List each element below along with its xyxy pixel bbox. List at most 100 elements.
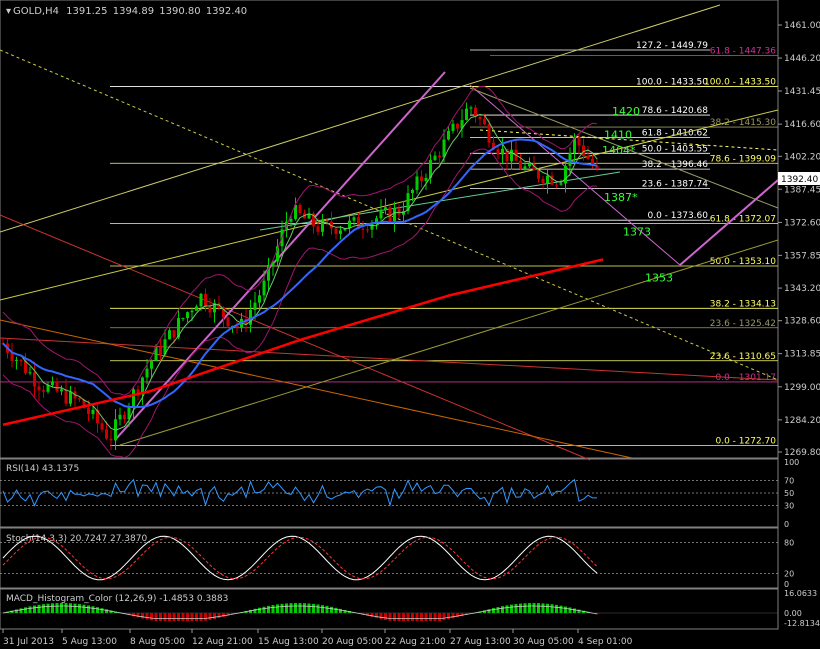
candle-body — [523, 166, 527, 169]
fib-level-label: 61.8 - 1372.07 — [710, 215, 776, 225]
macd-bar — [186, 613, 189, 621]
candle-body — [339, 230, 342, 234]
time-tick-label: 15 Aug 13:00 — [258, 637, 319, 647]
candle-body — [204, 293, 207, 307]
candle-body — [159, 347, 162, 355]
macd-bar — [528, 603, 531, 613]
rsi-axis-label: 30 — [784, 501, 794, 510]
macd-bar — [181, 613, 185, 621]
candle-body — [118, 414, 122, 420]
macd-bar — [33, 605, 36, 613]
candle-body — [528, 164, 531, 167]
fib-level-label: 38.2 - 1334.13 — [710, 299, 776, 309]
macd-bar — [10, 610, 14, 613]
candle-body — [100, 423, 104, 430]
candle-body — [262, 280, 266, 296]
candle-body — [145, 368, 149, 378]
candle-body — [127, 407, 131, 420]
macd-bar — [78, 604, 81, 613]
trend-line — [0, 214, 591, 461]
candle-body — [46, 385, 50, 392]
candle-body — [352, 217, 356, 221]
candle-body — [424, 177, 428, 181]
macd-bar — [483, 610, 486, 613]
macd-bar — [456, 613, 459, 618]
macd-bar — [393, 613, 396, 621]
macd-bar — [100, 608, 104, 613]
candle-body — [420, 176, 423, 181]
candle-body — [42, 390, 45, 392]
macd-bar — [150, 613, 153, 621]
candle-body — [294, 204, 297, 219]
candle-body — [154, 347, 158, 361]
macd-bar — [532, 603, 536, 613]
time-tick-label: 20 Aug 05:00 — [322, 637, 383, 647]
macd-bar — [96, 607, 99, 613]
macd-bar — [568, 607, 572, 613]
candle-body — [573, 137, 576, 154]
candle-body — [186, 312, 189, 319]
macd-bar — [276, 604, 279, 613]
price-tick-label: 1343.20 — [784, 284, 820, 294]
price-tick-label: 1269.80 — [784, 448, 820, 458]
macd-bar — [64, 603, 68, 613]
fib-level-label: 50.0 - 1353.10 — [710, 257, 776, 267]
candle-body — [478, 117, 482, 120]
macd-bar — [37, 604, 41, 613]
candle-body — [586, 155, 590, 159]
price-tick-label: 1372.60 — [784, 218, 820, 228]
macd-bar — [105, 609, 108, 613]
candle-body — [519, 160, 522, 169]
macd-panel — [0, 588, 779, 630]
macd-title: MACD_Histogram_Color (12,26,9) -1.4853 0… — [6, 594, 228, 604]
fib-level-label: 61.8 - 1447.36 — [710, 46, 776, 56]
macd-bar — [496, 607, 500, 613]
candle-body — [496, 149, 500, 155]
macd-bar — [136, 613, 140, 618]
candle-body — [595, 165, 599, 169]
macd-bar — [420, 613, 423, 621]
macd-bar — [559, 605, 563, 613]
macd-bar — [505, 605, 509, 613]
macd-bar — [564, 606, 567, 613]
macd-bar — [285, 603, 288, 613]
price-annotation: 1373 — [623, 226, 651, 239]
macd-bar — [249, 609, 252, 613]
candle-body — [433, 155, 437, 161]
macd-bar — [577, 609, 581, 613]
macd-bar — [244, 611, 248, 613]
macd-bar — [312, 603, 315, 613]
candle-body — [82, 399, 86, 409]
macd-bar — [208, 613, 212, 620]
macd-bar — [501, 606, 504, 613]
macd-bar — [168, 613, 171, 621]
last-price-box — [778, 172, 820, 185]
candle-body — [591, 158, 594, 166]
time-tick-label: 4 Sep 01:00 — [578, 637, 633, 647]
trend-line — [0, 4, 721, 233]
candle-body — [397, 208, 401, 215]
candle-body — [415, 176, 419, 190]
candle-body — [582, 145, 585, 156]
macd-bar — [280, 603, 284, 613]
macd-bar — [406, 613, 410, 621]
macd-bar — [415, 613, 419, 621]
rsi-axis-label: 70 — [784, 477, 794, 486]
fib-level-label: 100.0 - 1433.50 — [704, 77, 776, 87]
macd-bar — [69, 603, 72, 613]
candle-body — [465, 108, 468, 121]
macd-bar — [343, 609, 347, 613]
price-tick-label: 1461.00 — [784, 21, 820, 31]
candle-body — [213, 303, 216, 313]
macd-bar — [262, 606, 266, 613]
candle-body — [361, 228, 365, 230]
fib-level-label: 23.6 - 1310.65 — [710, 352, 776, 362]
candle-body — [60, 389, 63, 392]
price-annotation: 1353 — [645, 271, 673, 284]
macd-bar — [366, 613, 369, 616]
macd-bar — [447, 613, 450, 620]
candle-body — [199, 293, 203, 307]
candle-body — [19, 359, 23, 361]
candle-body — [321, 220, 324, 232]
